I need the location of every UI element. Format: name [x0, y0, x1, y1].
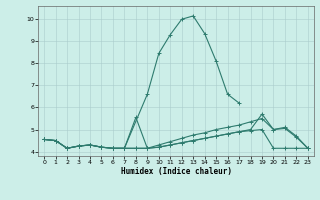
X-axis label: Humidex (Indice chaleur): Humidex (Indice chaleur) — [121, 167, 231, 176]
